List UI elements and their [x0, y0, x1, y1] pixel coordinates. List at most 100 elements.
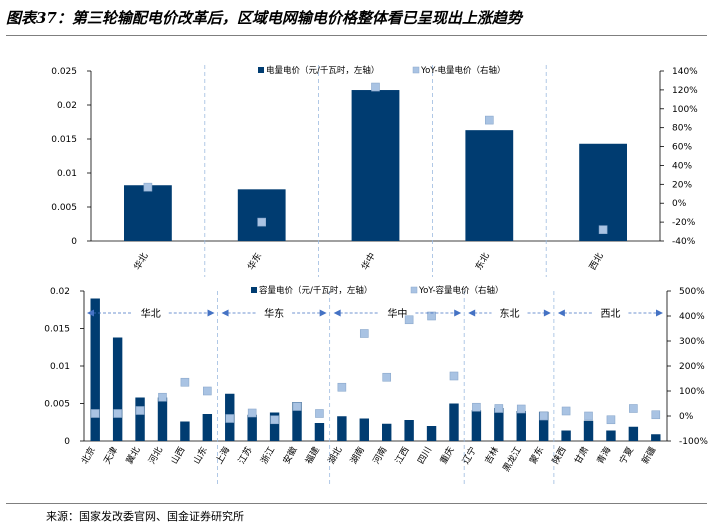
c2-bar	[561, 430, 571, 441]
c1-legend-label-bars: 电量电价（元/千瓦时，左轴）	[266, 65, 379, 76]
c2-right-tick-label: 500%	[679, 287, 705, 297]
c2-group-label: 东北	[500, 307, 520, 320]
c1-right-tick-label: 0%	[672, 199, 687, 209]
c2-right-tick-label: 200%	[679, 362, 705, 372]
c2-left-tick-label: 0.015	[44, 325, 70, 335]
c2-bar	[202, 414, 213, 441]
c2-category-label: 北京	[78, 445, 97, 467]
c1-yoy-marker	[257, 217, 267, 227]
c2-category-label: 蒙东	[527, 445, 546, 467]
c1-bar	[579, 143, 627, 241]
c2-group-arrow-right-head	[656, 309, 663, 317]
c1-legend-swatch-yoy	[412, 66, 420, 74]
c2-bar	[494, 408, 504, 441]
footer-divider	[6, 503, 707, 504]
c1-legend-swatch-bars	[258, 67, 264, 73]
c2-bar	[90, 298, 100, 441]
c2-category-label: 河南	[370, 445, 389, 467]
c2-bar	[426, 426, 437, 441]
c2-category-label: 宁夏	[617, 445, 636, 467]
c2-yoy-marker	[315, 409, 324, 418]
c1-yoy-marker	[371, 82, 380, 92]
c2-yoy-marker	[494, 404, 504, 413]
c1-right-tick-label: 60%	[672, 143, 692, 153]
c2-bar	[157, 397, 168, 441]
c2-bar	[247, 414, 257, 441]
c2-group-arrow-right-head	[319, 309, 327, 317]
c2-category-label: 陕西	[549, 445, 568, 467]
c2-right-tick-label: -100%	[679, 437, 708, 447]
c2-group-label: 西北	[600, 308, 620, 320]
c2-category-label: 黑龙江	[500, 445, 524, 474]
c1-bar	[124, 185, 172, 241]
c1-left-tick-label: 0.025	[51, 67, 77, 77]
c1-right-tick-label: -20%	[672, 218, 696, 228]
c1-bar	[237, 189, 286, 241]
c2-group-label: 华东	[264, 307, 284, 320]
c1-left-tick-label: 0.015	[51, 135, 77, 145]
c1-right-tick-label: 140%	[672, 67, 698, 77]
c1-left-tick-label: 0	[71, 237, 77, 247]
c2-bar	[516, 411, 526, 441]
c2-category-label: 天津	[102, 445, 121, 466]
c2-bar	[337, 416, 347, 441]
c2-yoy-marker	[651, 410, 661, 420]
page-title: 图表37：第三轮输配电价改革后，区域电网输电价格整体看已呈现出上涨趋势	[6, 9, 522, 27]
c2-bar	[583, 420, 594, 441]
c2-yoy-marker	[247, 408, 257, 418]
c2-category-label: 江西	[393, 445, 412, 466]
c1-right-tick-label: 40%	[672, 161, 692, 171]
c2-category-label: 山西	[169, 445, 188, 466]
c2-category-label: 上海	[213, 445, 232, 467]
c1-category-label: 华东	[245, 251, 264, 273]
c2-category-label: 吉林	[482, 444, 501, 466]
c2-yoy-marker	[561, 406, 571, 416]
c2-yoy-marker	[472, 402, 481, 412]
c2-yoy-marker	[225, 414, 235, 423]
c2-bar	[449, 403, 459, 441]
c2-category-label: 安徽	[280, 445, 299, 467]
c2-legend-label-yoy: YoY-容量电价（右轴）	[418, 285, 504, 296]
c2-right-tick-label: 400%	[679, 312, 705, 322]
source-note: 来源：国家发改委官网、国金证券研究所	[46, 510, 244, 523]
c2-yoy-marker	[606, 415, 616, 425]
c2-bar	[606, 430, 616, 441]
c1-bar	[465, 130, 514, 241]
c2-left-tick-label: 0	[64, 437, 70, 447]
c1-bar	[351, 90, 400, 241]
c2-category-label: 江苏	[235, 445, 254, 467]
c2-group-label: 华北	[141, 307, 161, 320]
c2-yoy-marker	[90, 409, 100, 418]
c2-yoy-marker	[516, 404, 526, 414]
c2-legend-swatch-bars	[251, 287, 257, 293]
c2-bar	[135, 397, 145, 441]
c2-category-label: 四川	[416, 446, 434, 467]
c2-group-arrow-right-head	[543, 309, 551, 317]
c2-yoy-marker	[584, 411, 593, 421]
c2-category-label: 福建	[303, 445, 322, 467]
c2-group-arrow-right-head	[207, 309, 215, 317]
c2-left-tick-label: 0.005	[44, 400, 70, 410]
c1-left-tick-label: 0.01	[57, 169, 77, 179]
c2-category-label: 山东	[191, 445, 210, 467]
c2-group-arrow-left-head	[333, 309, 341, 317]
c2-yoy-marker	[359, 329, 369, 338]
c2-yoy-marker	[449, 371, 459, 381]
c2-yoy-marker	[539, 411, 548, 421]
c2-bar	[112, 337, 123, 441]
c2-category-label: 浙江	[258, 445, 277, 467]
c2-yoy-marker	[135, 406, 145, 415]
c2-bar	[359, 418, 369, 441]
c1-yoy-marker	[143, 182, 153, 192]
c2-yoy-marker	[382, 372, 392, 382]
c2-yoy-marker	[203, 386, 212, 396]
c1-yoy-marker	[484, 115, 494, 125]
c2-bar	[180, 421, 190, 441]
title-divider	[6, 35, 707, 36]
c2-bar	[628, 426, 639, 441]
c1-category-label: 东北	[472, 251, 491, 273]
c1-right-tick-label: 80%	[672, 124, 692, 134]
c2-bar	[651, 434, 661, 441]
c1-yoy-marker	[598, 225, 608, 234]
